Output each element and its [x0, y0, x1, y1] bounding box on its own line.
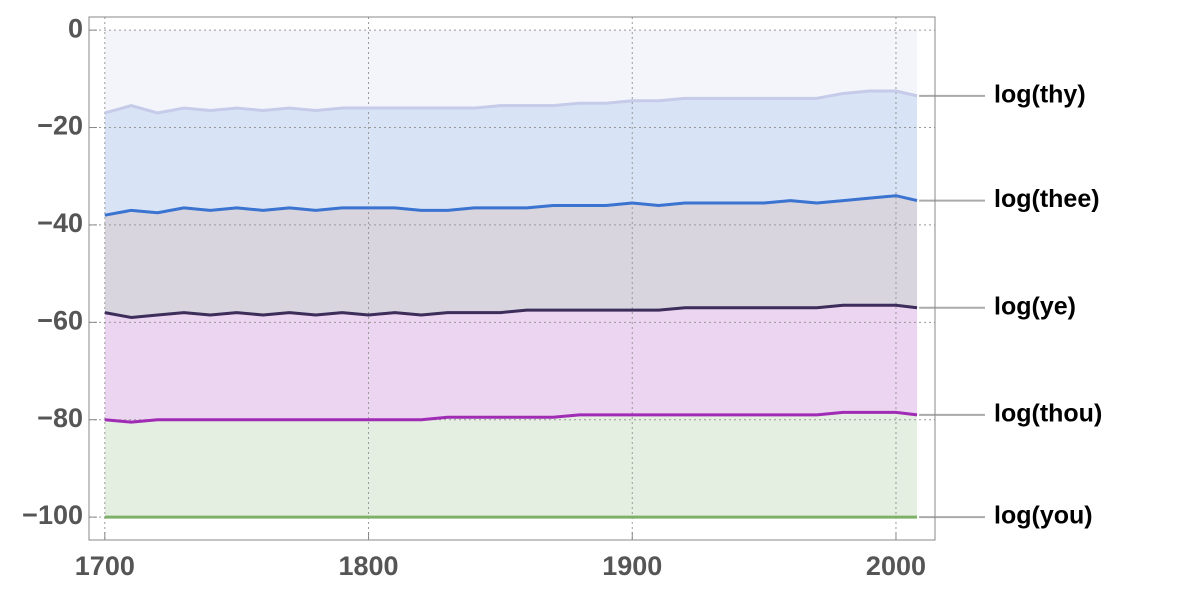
series-line [104, 194, 918, 217]
y-tick-label: −60 [37, 305, 83, 335]
area-fill [104, 195, 918, 318]
series-line [104, 89, 918, 115]
y-tick-label: −100 [22, 500, 83, 530]
x-tick-label: 1800 [338, 551, 398, 581]
area-fill [104, 91, 918, 216]
y-tick-label: 0 [68, 13, 83, 43]
y-tick-label: −40 [37, 208, 83, 238]
area-fill [104, 412, 918, 518]
legend-label: log(you) [994, 502, 1093, 530]
legend-label: log(thee) [994, 185, 1100, 213]
legend-label: log(ye) [994, 292, 1076, 320]
plot-frame [88, 16, 936, 541]
legend-label: log(thy) [994, 80, 1086, 108]
y-tick-label: −80 [37, 403, 83, 433]
y-tick-label: −20 [37, 111, 83, 141]
area-fill [104, 30, 918, 113]
x-tick-label: 2000 [866, 551, 926, 581]
series-line [104, 410, 918, 424]
x-tick-label: 1900 [602, 551, 662, 581]
area-fill [104, 305, 918, 423]
legend-label: log(thou) [994, 399, 1102, 427]
x-tick-label: 1700 [75, 551, 135, 581]
series-line [104, 303, 918, 319]
